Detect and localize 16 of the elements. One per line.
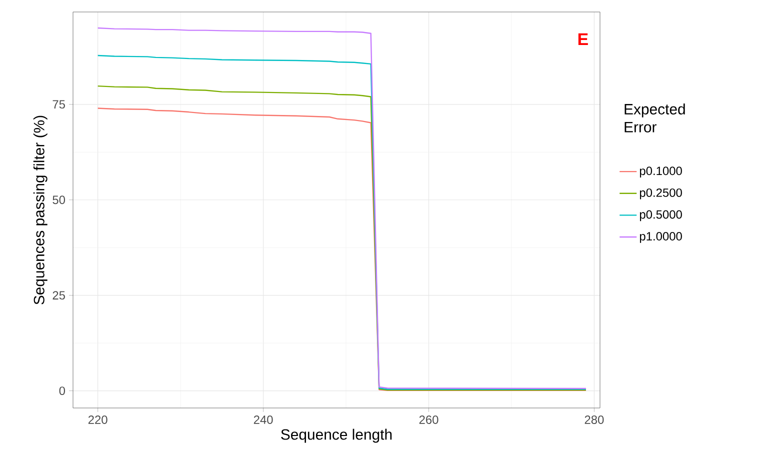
- annotation: E: [578, 33, 588, 45]
- legend-label: p0.1000: [640, 166, 682, 178]
- y-tick-label: 25: [52, 291, 65, 300]
- y-tick-label: 75: [52, 100, 65, 109]
- y-axis-title: Sequences passing filter (%): [33, 116, 48, 304]
- legend-label: p0.5000: [640, 210, 682, 222]
- x-tick-label: 240: [254, 416, 273, 424]
- x-tick-label: 260: [419, 416, 438, 424]
- legend-label: p1.0000: [640, 232, 682, 243]
- x-tick-label: 280: [584, 416, 604, 424]
- y-tick-label: 50: [52, 196, 66, 204]
- y-tick-label: 0: [59, 386, 66, 396]
- x-tick-label: 220: [88, 416, 108, 424]
- legend-label: p0.2500: [640, 188, 682, 200]
- x-axis-title: Sequence length: [281, 428, 392, 443]
- legend-title: Expected Error: [624, 104, 685, 132]
